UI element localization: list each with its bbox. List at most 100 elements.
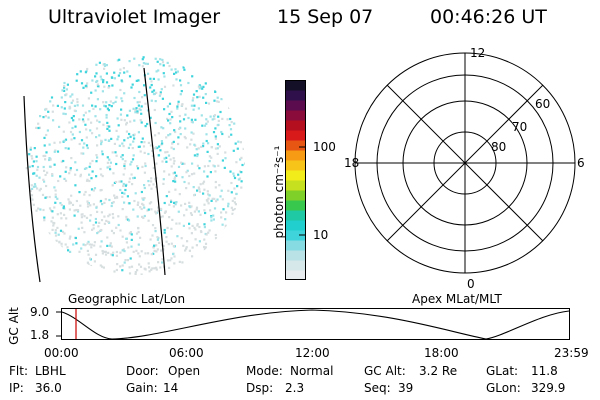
emission-pixel [121,154,124,157]
emission-pixel [172,162,175,165]
emission-pixel [70,101,73,104]
emission-pixel [64,243,67,246]
emission-pixel [104,105,107,108]
emission-pixel [94,253,98,256]
colorbar-segment [285,130,306,141]
emission-pixel [59,141,62,144]
emission-pixel [57,179,60,183]
emission-pixel [156,248,159,251]
emission-pixel [110,229,114,232]
emission-pixel [173,159,176,163]
emission-pixel [106,121,109,124]
emission-pixel [54,193,57,196]
emission-pixel [136,167,140,170]
emission-pixel [104,253,108,256]
emission-pixel [75,208,78,212]
emission-pixel [190,173,194,176]
emission-pixel [122,173,125,176]
emission-pixel [116,59,119,62]
emission-pixel [172,180,175,183]
emission-pixel [121,235,124,238]
emission-pixel [122,67,125,70]
emission-pixel [158,145,161,148]
emission-pixel [45,107,48,111]
emission-pixel [154,227,157,230]
emission-pixel [108,125,111,128]
emission-pixel [118,72,122,75]
emission-pixel [168,173,171,176]
emission-pixel [185,246,188,249]
emission-pixel [46,171,49,174]
emission-pixel [36,187,39,190]
emission-pixel [48,143,51,146]
emission-pixel [69,201,72,204]
emission-pixel [138,107,141,110]
emission-pixel [42,165,45,169]
emission-pixel [190,232,193,235]
emission-pixel [178,127,181,130]
emission-pixel [123,192,126,195]
emission-pixel [76,101,79,104]
emission-pixel [214,233,217,237]
emission-pixel [47,110,50,113]
emission-pixel [99,167,102,171]
emission-pixel [62,159,65,163]
emission-pixel [111,184,114,187]
emission-pixel [127,146,130,149]
emission-pixel [200,114,203,117]
emission-pixel [117,135,120,138]
emission-pixel [109,161,112,164]
emission-pixel [139,119,142,122]
emission-pixel [86,82,89,85]
emission-pixel [108,165,111,168]
emission-pixel [205,233,208,236]
emission-pixel [214,186,217,189]
emission-pixel [171,218,174,221]
emission-pixel [198,240,201,243]
emission-pixel [99,199,103,203]
emission-pixel [99,245,102,248]
emission-pixel [143,197,146,200]
emission-pixel [95,206,98,209]
emission-pixel [110,245,113,248]
emission-pixel [164,151,167,154]
emission-pixel [210,156,213,159]
emission-pixel [148,266,151,269]
emission-pixel [121,269,124,272]
emission-pixel [174,130,177,134]
emission-pixel [140,190,143,194]
colorbar-segment [285,120,306,131]
emission-pixel [87,240,90,243]
emission-pixel [63,139,66,142]
emission-pixel [116,196,119,199]
info-glon-value: 329.9 [531,381,566,395]
emission-pixel [170,242,173,245]
info-dsp-label: Dsp: [246,381,274,395]
emission-pixel [59,229,63,232]
emission-pixel [89,219,92,222]
emission-pixel [240,186,243,189]
emission-pixel [122,182,125,186]
emission-pixel [152,166,155,170]
emission-pixel [70,194,73,197]
emission-pixel [167,154,171,157]
emission-pixel [206,150,209,153]
emission-pixel [220,211,223,214]
emission-pixel [101,249,104,253]
emission-pixel [76,104,79,107]
emission-pixel [233,176,237,180]
emission-pixel [210,216,213,219]
emission-pixel [176,107,179,110]
emission-pixel [93,241,96,244]
emission-pixel [97,230,100,234]
emission-pixel [244,162,245,166]
emission-pixel [104,250,107,253]
emission-pixel [212,218,215,221]
emission-pixel [122,145,125,148]
emission-pixel [62,130,65,133]
emission-pixel [95,160,98,163]
timeline-frame [61,308,570,340]
emission-pixel [217,164,220,167]
emission-pixel [81,213,84,216]
emission-pixel [129,120,132,123]
